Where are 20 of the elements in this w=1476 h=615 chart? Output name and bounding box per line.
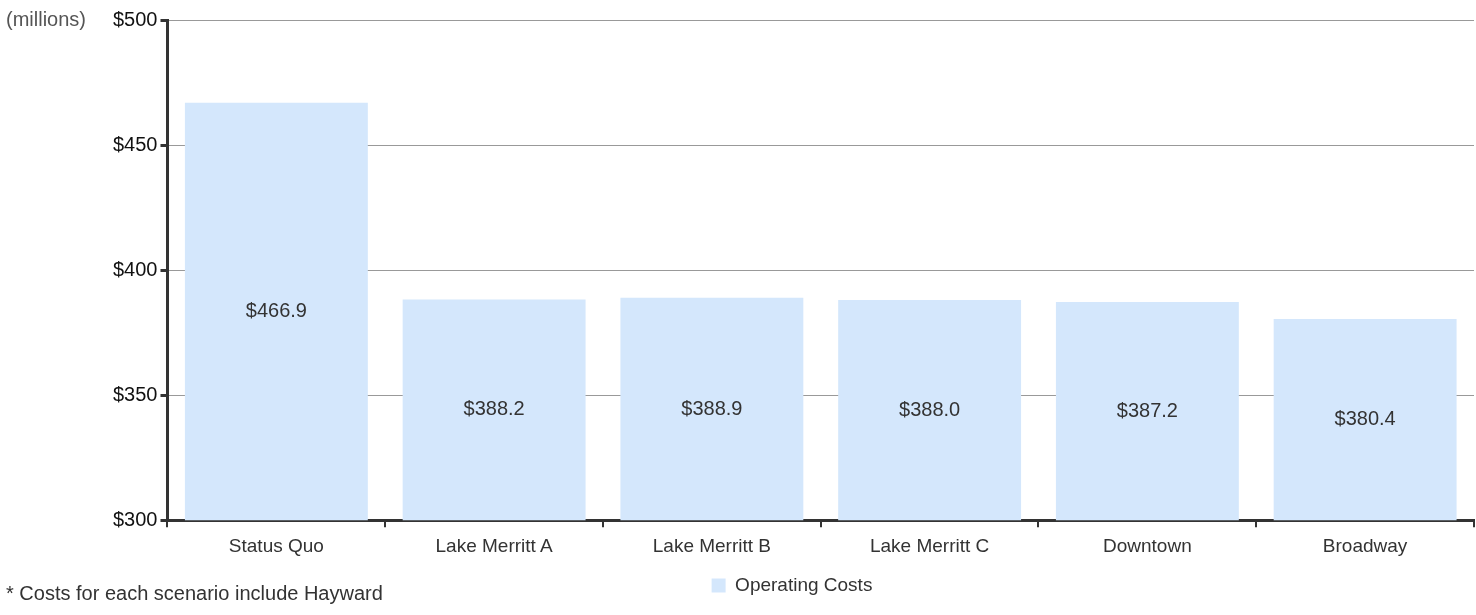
x-tick-label: Lake Merritt B	[652, 534, 771, 556]
x-tick-label: Downtown	[1103, 534, 1192, 556]
y-tick-label: $300	[112, 507, 158, 530]
legend-label: Operating Costs	[735, 573, 873, 595]
x-tick-label: Lake Merritt A	[435, 534, 554, 556]
y-axis-title: (millions)	[6, 8, 86, 31]
data-label: $380.4	[1334, 407, 1396, 430]
x-tick-label: Status Quo	[228, 534, 324, 556]
data-label: $466.9	[245, 299, 307, 322]
y-tick-label: $450	[112, 132, 158, 155]
data-label: $388.9	[681, 396, 743, 419]
y-tick-label: $400	[112, 257, 158, 280]
data-label: $388.2	[463, 397, 525, 420]
x-tick-label: Lake Merritt C	[869, 534, 990, 556]
x-tick-label: Broadway	[1322, 534, 1408, 556]
data-label: $387.2	[1116, 398, 1178, 421]
data-label: $388.0	[899, 397, 961, 420]
text: * Costs for each scenario include Hayward	[6, 582, 383, 605]
y-tick-label: $500	[112, 7, 158, 30]
y-tick-label: $350	[112, 382, 158, 405]
